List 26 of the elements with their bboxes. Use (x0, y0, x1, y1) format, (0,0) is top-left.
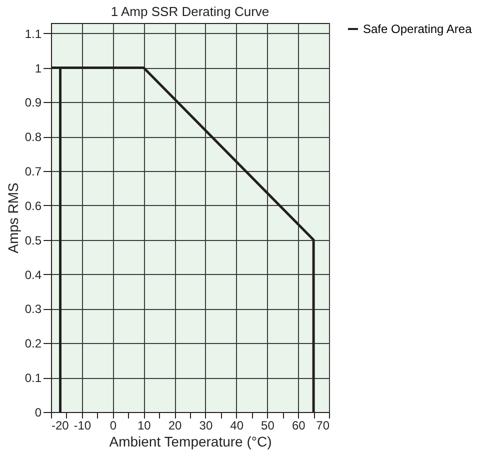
x-tick-label: 20 (168, 418, 182, 432)
x-tick-label: 30 (199, 418, 213, 432)
x-tick-label: -10 (74, 418, 92, 432)
legend-label: Safe Operating Area (363, 22, 472, 36)
y-tick-label: 0.1 (24, 371, 42, 386)
x-tick-label: 70 (316, 418, 330, 432)
y-tick-label: 0.6 (24, 198, 42, 213)
y-tick-label: 0.2 (24, 336, 42, 351)
y-tick-label: 1 (34, 61, 42, 76)
y-tick-label: 0.5 (24, 233, 42, 248)
x-axis-title: Ambient Temperature (°C) (109, 434, 272, 450)
y-tick-label: 0.3 (24, 302, 42, 316)
y-tick-label: 0.4 (24, 268, 42, 282)
x-tick-label: 40 (230, 418, 244, 432)
y-tick-label: 0.8 (24, 130, 42, 144)
x-tick-label: 60 (292, 418, 306, 432)
chart-title: 1 Amp SSR Derating Curve (110, 4, 270, 19)
y-axis-title: Amps RMS (4, 182, 21, 254)
x-tick-label: 0 (110, 418, 117, 432)
y-tick-label: 0.7 (24, 164, 42, 179)
x-tick-label: 50 (261, 418, 275, 432)
y-tick-label: 0 (34, 406, 42, 420)
y-tick-label: 0.9 (24, 96, 42, 110)
x-tick-label: 10 (137, 418, 152, 432)
y-tick-label: 1.1 (24, 26, 42, 41)
x-tick-label: -20 (52, 418, 70, 432)
